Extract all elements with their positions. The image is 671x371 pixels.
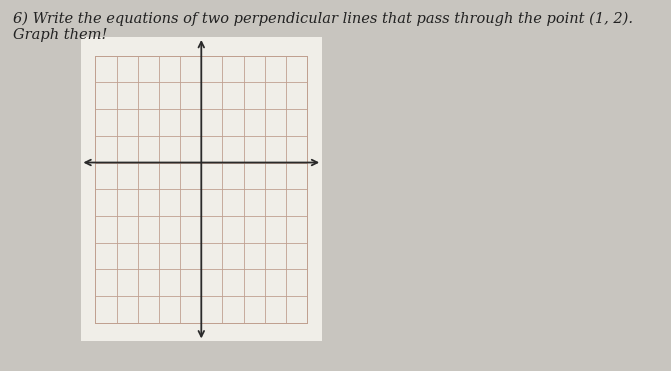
Text: 6) Write the equations of two perpendicular lines that pass through the point (1: 6) Write the equations of two perpendicu… bbox=[13, 11, 633, 42]
